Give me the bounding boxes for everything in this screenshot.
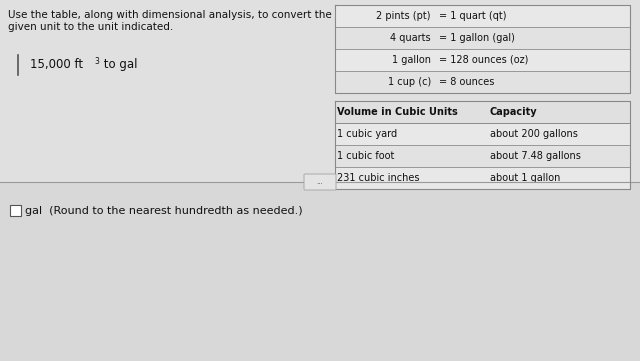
- Text: 4 quarts: 4 quarts: [390, 33, 431, 43]
- Bar: [335, 71, 630, 93]
- Bar: [335, 49, 630, 71]
- Text: about 7.48 gallons: about 7.48 gallons: [490, 151, 581, 161]
- Text: ...: ...: [317, 179, 323, 185]
- Bar: [335, 123, 630, 145]
- Text: given unit to the unit indicated.: given unit to the unit indicated.: [8, 22, 173, 32]
- Text: = 128 ounces (oz): = 128 ounces (oz): [439, 55, 529, 65]
- Text: to gal: to gal: [100, 58, 138, 71]
- Text: 2 pints (pt): 2 pints (pt): [376, 11, 431, 21]
- Bar: [0, 0, 640, 182]
- Text: 1 cubic foot: 1 cubic foot: [337, 151, 394, 161]
- Text: 3: 3: [94, 57, 99, 66]
- Bar: [335, 167, 630, 189]
- FancyBboxPatch shape: [304, 174, 336, 190]
- Text: 1 gallon: 1 gallon: [392, 55, 431, 65]
- Text: Capacity: Capacity: [490, 107, 538, 117]
- Bar: [335, 27, 630, 49]
- Text: Volume in Cubic Units: Volume in Cubic Units: [337, 107, 458, 117]
- Bar: [0, 182, 640, 361]
- Bar: [335, 101, 630, 123]
- Text: = 1 gallon (gal): = 1 gallon (gal): [439, 33, 515, 43]
- Text: = 8 ounces: = 8 ounces: [439, 77, 494, 87]
- Bar: [335, 145, 630, 167]
- Text: 231 cubic inches: 231 cubic inches: [337, 173, 419, 183]
- Bar: [10, 205, 21, 216]
- Bar: [335, 5, 630, 27]
- Text: 15,000 ft: 15,000 ft: [30, 58, 83, 71]
- Text: 1 cubic yard: 1 cubic yard: [337, 129, 397, 139]
- Text: gal  (Round to the nearest hundredth as needed.): gal (Round to the nearest hundredth as n…: [25, 205, 303, 216]
- Text: about 200 gallons: about 200 gallons: [490, 129, 578, 139]
- Text: about 1 gallon: about 1 gallon: [490, 173, 561, 183]
- Text: = 1 quart (qt): = 1 quart (qt): [439, 11, 506, 21]
- Text: Use the table, along with dimensional analysis, to convert the: Use the table, along with dimensional an…: [8, 10, 332, 20]
- Text: 1 cup (c): 1 cup (c): [388, 77, 431, 87]
